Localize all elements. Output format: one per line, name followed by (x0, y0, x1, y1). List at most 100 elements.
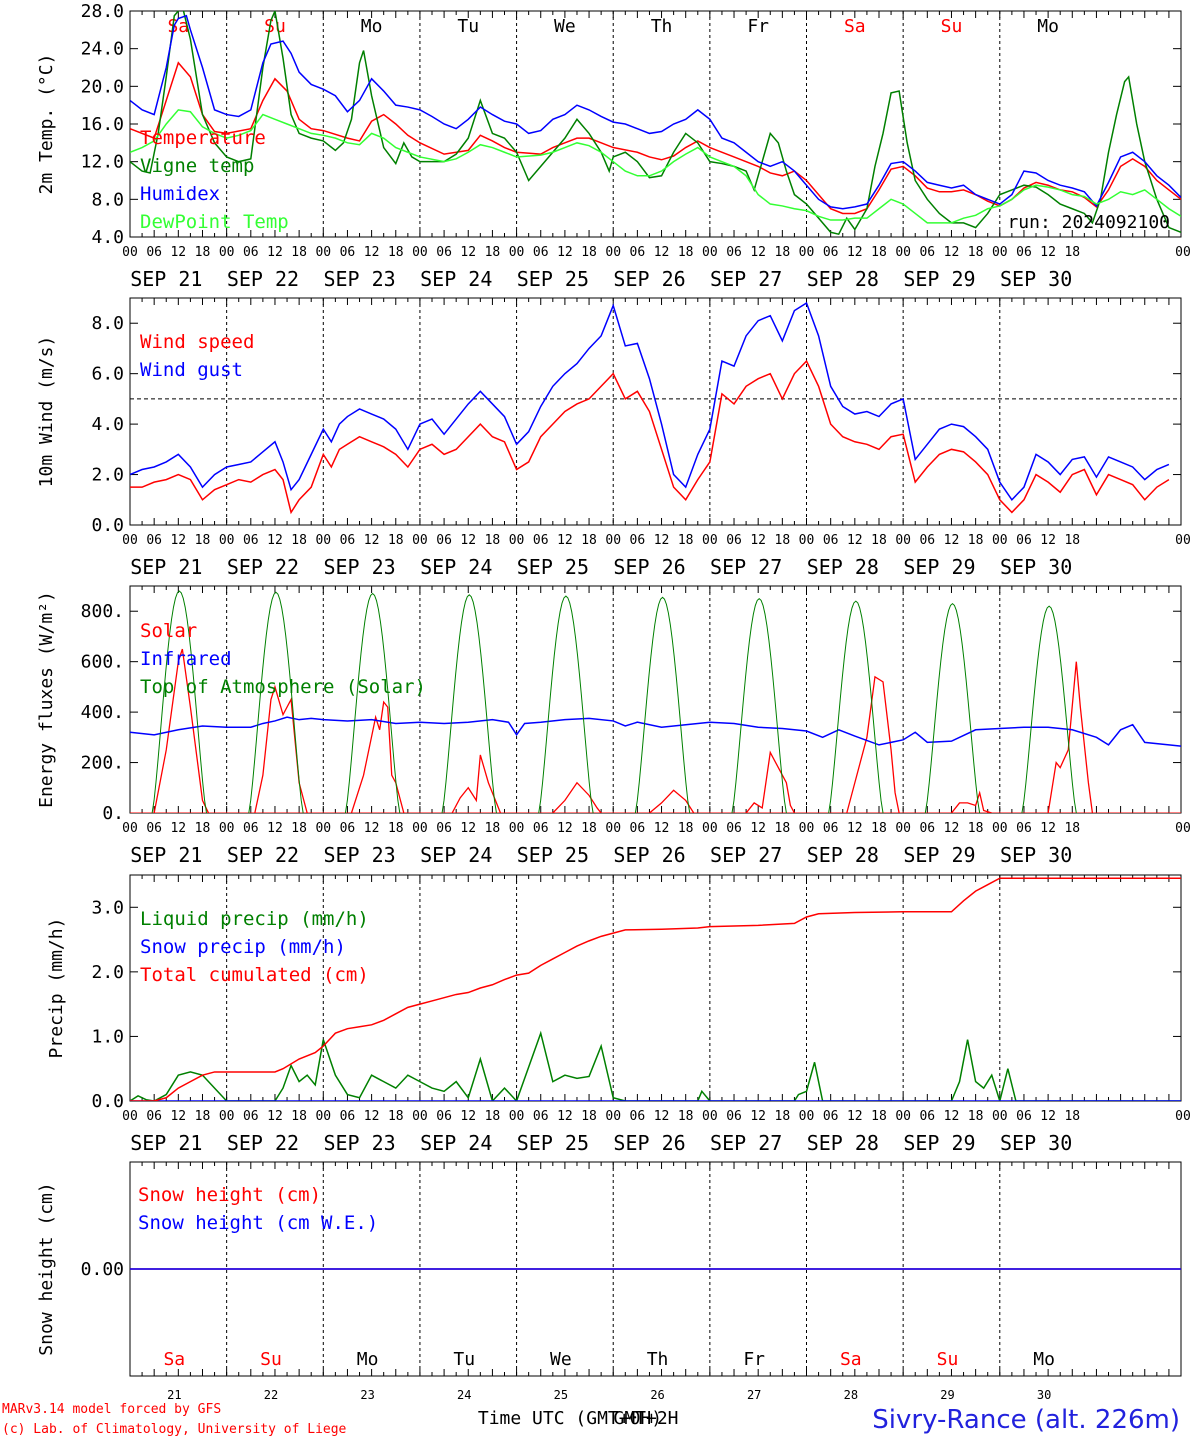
date-label: SEP 28 (807, 843, 879, 867)
hour-tick-label: 06 (726, 821, 742, 836)
y-tick-label: 2.0 (91, 465, 124, 486)
hour-tick-label: 18 (195, 533, 211, 548)
hour-tick-label: 18 (388, 821, 404, 836)
y-axis-label: 10m Wind (m/s) (36, 336, 57, 488)
y-tick-label: 3.0 (91, 897, 124, 918)
series-group (130, 877, 1181, 1101)
series-line (130, 877, 1181, 1101)
hour-tick-label: 12 (364, 533, 380, 548)
hour-tick-label: 00 (799, 245, 815, 260)
hour-tick-label: 00 (895, 1109, 911, 1124)
hour-tick-label: 00 (315, 821, 331, 836)
hour-tick-label: 18 (291, 1109, 307, 1124)
hour-tick-label: 06 (630, 245, 646, 260)
hour-tick-label: 06 (146, 1109, 162, 1124)
legend-entry: Infrared (140, 648, 232, 670)
hour-tick-label: 12 (654, 245, 670, 260)
date-label: SEP 24 (420, 555, 492, 579)
hour-tick-label: 00 (315, 245, 331, 260)
hour-tick-label: 06 (436, 533, 452, 548)
hour-tick-label: 12 (944, 245, 960, 260)
hour-tick-label: 00 (895, 533, 911, 548)
hour-tick-label: 12 (557, 821, 573, 836)
hour-tick-label: 06 (243, 245, 259, 260)
series-line-toa (538, 595, 594, 813)
hour-tick-label: 12 (944, 533, 960, 548)
date-label: SEP 22 (227, 267, 299, 291)
hour-tick-label: 00 (315, 1109, 331, 1124)
hour-tick-label: 12 (460, 533, 476, 548)
hour-tick-label: 06 (146, 821, 162, 836)
hour-tick-label: 00 (702, 245, 718, 260)
hour-tick-label: 12 (1040, 245, 1056, 260)
date-label: SEP 21 (130, 267, 202, 291)
legend-entry: Liquid precip (mm/h) (140, 908, 369, 930)
date-label: SEP 23 (323, 1131, 395, 1155)
hour-tick-label: 18 (968, 1109, 984, 1124)
hour-tick-label: 18 (388, 1109, 404, 1124)
hour-tick-label: 18 (968, 245, 984, 260)
hour-tick-label: 12 (654, 533, 670, 548)
model-credit: MARv3.14 model forced by GFS (2, 1402, 221, 1417)
legend-entry: Snow precip (mm/h) (140, 936, 346, 958)
date-label: SEP 30 (1000, 267, 1072, 291)
hour-tick-label: 18 (581, 245, 597, 260)
hour-tick-label: 18 (678, 245, 694, 260)
day-name-label: Su (937, 1349, 959, 1370)
day-number-label: 26 (650, 1388, 664, 1402)
hour-tick-label: 00 (122, 245, 138, 260)
day-number-label: 25 (554, 1388, 568, 1402)
hour-tick-label: 06 (533, 533, 549, 548)
hour-tick-label: 06 (726, 245, 742, 260)
day-name-label: Sa (163, 1349, 185, 1370)
hour-tick-label: 00 (509, 1109, 525, 1124)
hour-tick-label: 12 (750, 245, 766, 260)
hour-tick-label: 06 (146, 533, 162, 548)
series-line (130, 716, 1181, 747)
date-label: SEP 24 (420, 843, 492, 867)
hour-tick-label: 00 (992, 1109, 1008, 1124)
y-tick-label: 0.0 (91, 1091, 124, 1112)
legend-entry: Total cumulated (cm) (140, 964, 369, 986)
hour-tick-label: 12 (847, 245, 863, 260)
hour-tick-label: 00 (605, 533, 621, 548)
hour-tick-label: 18 (678, 533, 694, 548)
day-name-label: Tu (453, 1349, 475, 1370)
date-label: SEP 30 (1000, 843, 1072, 867)
hour-tick-label: 18 (1064, 1109, 1080, 1124)
day-name-label: Mo (361, 16, 383, 37)
hour-tick-label: 12 (750, 821, 766, 836)
hour-tick-label: 12 (364, 821, 380, 836)
date-label: SEP 23 (323, 555, 395, 579)
date-label: SEP 26 (613, 843, 685, 867)
panel-3: 0. 200. 400. 600. 800. Energy fluxes (W/m²) 00… (36, 585, 1191, 867)
date-label: SEP 26 (613, 555, 685, 579)
date-label: SEP 25 (517, 843, 589, 867)
hour-tick-label: 12 (1040, 821, 1056, 836)
hour-tick-label: 12 (654, 821, 670, 836)
y-tick-label: 0.00 (81, 1259, 124, 1280)
hour-tick-label: 00 (992, 245, 1008, 260)
y-tick-label: 28.0 (81, 1, 124, 22)
hour-tick-label: 12 (170, 245, 186, 260)
x-axis-title-overlap: GMT+2H (613, 1408, 678, 1429)
series-group (130, 11, 1181, 236)
hour-tick-label: 00 (702, 821, 718, 836)
hour-tick-label: 18 (195, 245, 211, 260)
legend-entry: Vigne temp (140, 155, 254, 177)
legend-entry: DewPoint Temp (140, 211, 289, 233)
y-tick-label: 12.0 (81, 152, 124, 173)
hour-tick-label: 12 (847, 1109, 863, 1124)
hour-tick-label: 00 (219, 1109, 235, 1124)
legend-entry: Wind gust (140, 359, 243, 381)
hour-tick-label: 00 (122, 1109, 138, 1124)
hour-tick-label: 00 (412, 1109, 428, 1124)
y-tick-label: 0.0 (91, 515, 124, 536)
y-tick-label: 200. (81, 753, 124, 774)
hour-tick-label: 06 (823, 821, 839, 836)
panel-2: 0.0 2.0 4.0 6.0 8.0 10m Wind (m/s) 00 06 12 18 SEP… (36, 297, 1191, 579)
date-label: SEP 22 (227, 1131, 299, 1155)
hour-tick-label: 12 (460, 821, 476, 836)
hour-tick-label: 06 (146, 245, 162, 260)
hour-tick-label: 18 (581, 533, 597, 548)
